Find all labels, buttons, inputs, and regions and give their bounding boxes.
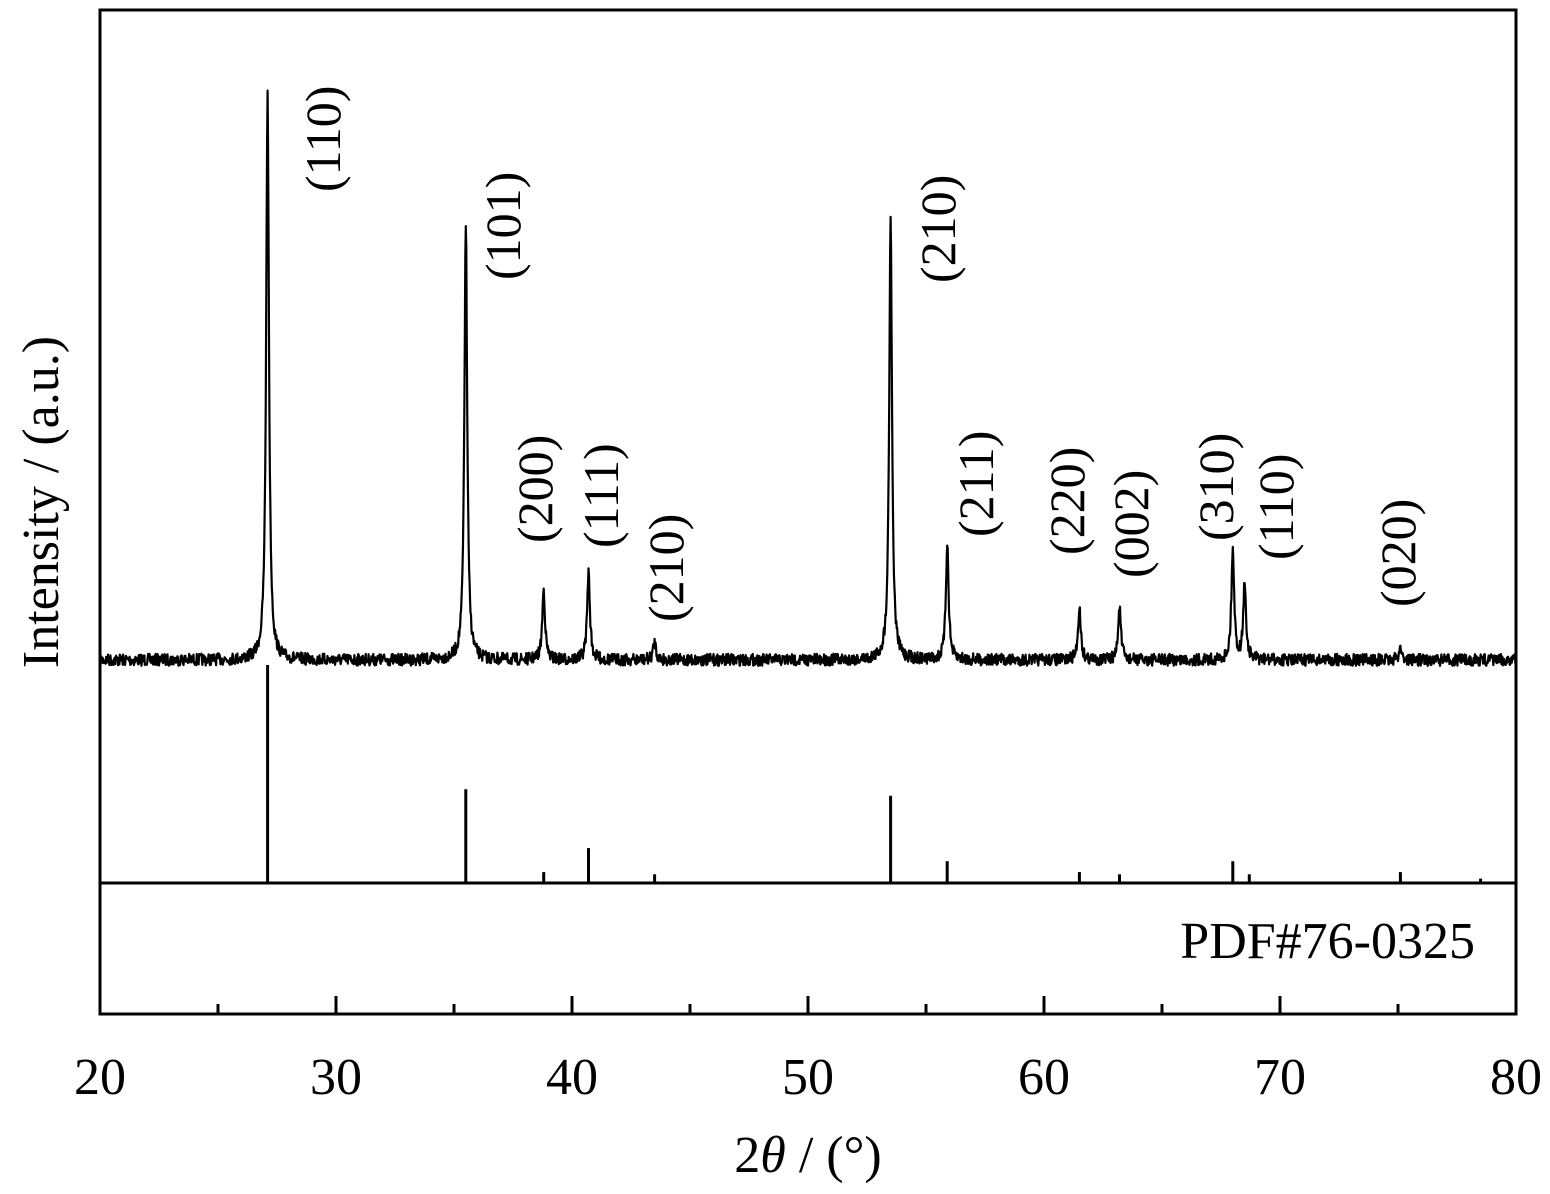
peak-label-3: (111) — [573, 443, 629, 548]
peak-label-10: (110) — [1248, 454, 1304, 560]
measured-pattern-line — [98, 89, 1518, 668]
peak-label-2: (200) — [507, 435, 563, 543]
peak-label-0: (110) — [295, 86, 351, 192]
x-tick-label-5: 70 — [1254, 1049, 1306, 1106]
x-tick-label-2: 40 — [546, 1049, 598, 1106]
reference-card-label: PDF#76-0325 — [1180, 913, 1475, 970]
x-tick-label-1: 30 — [310, 1049, 362, 1106]
x-tick-label-6: 80 — [1490, 1049, 1542, 1106]
peak-label-8: (002) — [1103, 470, 1159, 578]
x-axis-title-prefix: 2 — [734, 1127, 760, 1184]
x-axis-title: 2θ / (°) — [734, 1127, 881, 1184]
reference-pattern — [266, 665, 1483, 883]
peak-label-9: (310) — [1188, 433, 1244, 541]
peak-label-1: (101) — [475, 172, 531, 280]
peak-label-4: (210) — [638, 514, 694, 622]
x-axis-title-suffix: / (°) — [786, 1127, 882, 1184]
peak-label-6: (211) — [948, 431, 1004, 537]
x-tick-label-0: 20 — [74, 1049, 126, 1106]
x-tick-label-3: 50 — [782, 1049, 834, 1106]
peak-label-7: (220) — [1039, 447, 1095, 555]
measured-pattern — [98, 89, 1518, 668]
y-axis-title: Intensity / (a.u.) — [13, 336, 70, 668]
x-axis-ticks: 20 30 40 50 60 70 80 — [74, 996, 1542, 1106]
x-tick-label-4: 60 — [1018, 1049, 1070, 1106]
peak-label-5: (210) — [910, 175, 966, 283]
peak-labels: (110)(101)(200) (111)(210)(210)(211) (220)… — [295, 86, 1426, 622]
peak-label-11: (020) — [1370, 499, 1426, 607]
x-axis-title-theta: θ — [760, 1127, 786, 1184]
